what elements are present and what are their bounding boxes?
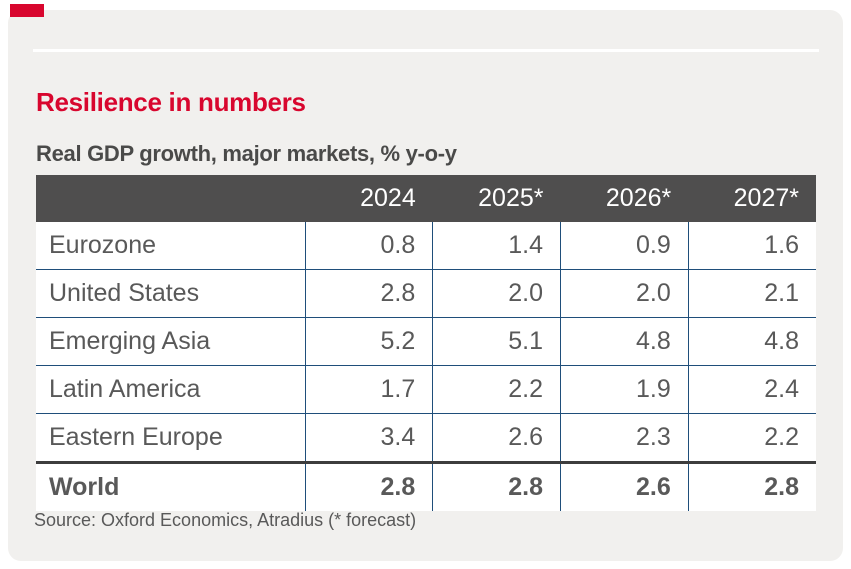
cell-value: 5.1 bbox=[432, 317, 561, 366]
cell-value: 1.4 bbox=[432, 222, 561, 270]
table-row-latin-america: Latin America 1.7 2.2 1.9 2.4 bbox=[36, 365, 816, 414]
cell-value: 1.6 bbox=[687, 222, 816, 270]
column-header-2027: 2027* bbox=[688, 175, 816, 222]
table-caption: Real GDP growth, major markets, % y-o-y bbox=[36, 141, 457, 166]
row-label: World bbox=[36, 462, 305, 511]
table-row-emerging-asia: Emerging Asia 5.2 5.1 4.8 4.8 bbox=[36, 317, 816, 366]
cell-value: 2.6 bbox=[432, 413, 561, 463]
row-label: Eastern Europe bbox=[36, 413, 305, 463]
cell-value: 2.8 bbox=[304, 269, 433, 318]
brand-red-mark bbox=[10, 4, 44, 17]
row-label: Emerging Asia bbox=[36, 317, 305, 366]
cell-value: 2.8 bbox=[432, 462, 561, 511]
cell-value: 4.8 bbox=[560, 317, 689, 366]
source-note: Source: Oxford Economics, Atradius (* fo… bbox=[34, 510, 417, 530]
cell-value: 1.7 bbox=[304, 365, 433, 414]
table-header-row: 2024 2025* 2026* 2027* bbox=[36, 175, 816, 222]
table-corner-cell bbox=[36, 175, 305, 222]
cell-value: 2.0 bbox=[432, 269, 561, 318]
row-label: United States bbox=[36, 269, 305, 318]
gdp-growth-table: 2024 2025* 2026* 2027* Eurozone 0.8 1.4 … bbox=[36, 175, 816, 511]
row-label: Latin America bbox=[36, 365, 305, 414]
cell-value: 2.1 bbox=[687, 269, 816, 318]
table-row-eurozone: Eurozone 0.8 1.4 0.9 1.6 bbox=[36, 222, 816, 270]
cell-value: 2.8 bbox=[304, 462, 433, 511]
cell-value: 2.8 bbox=[687, 462, 816, 511]
cell-value: 2.0 bbox=[560, 269, 689, 318]
cell-value: 3.4 bbox=[304, 413, 433, 463]
top-divider-line bbox=[33, 49, 819, 52]
cell-value: 4.8 bbox=[687, 317, 816, 366]
row-label: Eurozone bbox=[36, 222, 305, 270]
cell-value: 2.2 bbox=[687, 413, 816, 463]
cell-value: 0.9 bbox=[560, 222, 689, 270]
cell-value: 2.4 bbox=[687, 365, 816, 414]
cell-value: 2.3 bbox=[560, 413, 689, 463]
table-row-world-total: World 2.8 2.8 2.6 2.8 bbox=[36, 462, 816, 511]
table-row-united-states: United States 2.8 2.0 2.0 2.1 bbox=[36, 269, 816, 318]
cell-value: 0.8 bbox=[304, 222, 433, 270]
cell-value: 2.2 bbox=[432, 365, 561, 414]
page-title: Resilience in numbers bbox=[36, 87, 306, 117]
cell-value: 5.2 bbox=[304, 317, 433, 366]
column-header-2026: 2026* bbox=[560, 175, 689, 222]
column-header-2025: 2025* bbox=[432, 175, 561, 222]
cell-value: 1.9 bbox=[560, 365, 689, 414]
column-header-2024: 2024 bbox=[305, 175, 433, 222]
table-row-eastern-europe: Eastern Europe 3.4 2.6 2.3 2.2 bbox=[36, 413, 816, 463]
cell-value: 2.6 bbox=[560, 462, 689, 511]
